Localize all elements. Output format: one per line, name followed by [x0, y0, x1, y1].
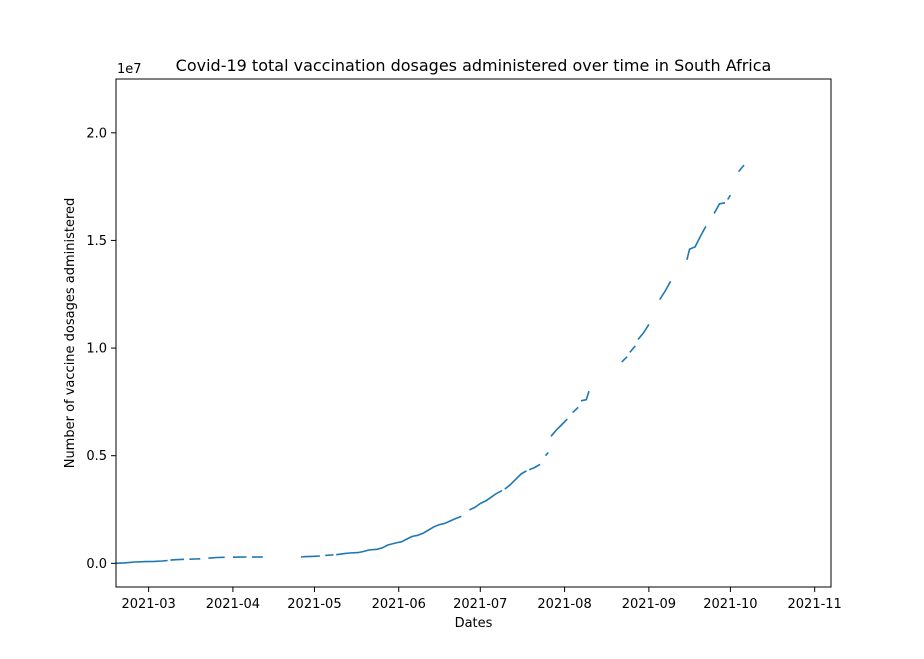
series-line-segment: [504, 470, 527, 490]
x-tick-label: 2021-11: [788, 597, 842, 612]
y-tick-label: 1.0: [86, 342, 107, 357]
series-layer: [115, 164, 745, 565]
series-line-segment: [208, 556, 225, 559]
y-tick-label: 0.0: [86, 557, 107, 572]
x-axis: 2021-03 2021-04 2021-05 2021-06 2021-07 2021-…: [121, 587, 842, 612]
series-line-segment: [550, 418, 568, 437]
series-line-segment: [713, 202, 726, 214]
x-tick-label: 2021-08: [537, 597, 591, 612]
series-line-segment: [528, 463, 541, 471]
y-axis-title: Number of vaccine dosages administered: [63, 198, 78, 469]
series-line-segment: [659, 280, 672, 301]
y-axis: 0.0 0.5 1.0 1.5 2.0: [86, 126, 116, 572]
series-line-segment: [572, 406, 579, 414]
series-line-segment: [469, 489, 503, 511]
x-tick-label: 2021-10: [703, 597, 757, 612]
series-line-segment: [621, 356, 628, 363]
series-line-segment: [580, 390, 590, 402]
series-line-segment: [637, 323, 650, 341]
series-line-segment: [686, 226, 707, 260]
series-line-segment: [727, 194, 732, 200]
y-tick-label: 2.0: [86, 126, 107, 141]
x-tick-label: 2021-03: [121, 597, 175, 612]
x-axis-title: Dates: [455, 616, 493, 631]
series-line-segment: [115, 559, 168, 565]
x-tick-label: 2021-09: [622, 597, 676, 612]
y-tick-label: 1.5: [86, 234, 107, 249]
x-tick-label: 2021-06: [372, 597, 426, 612]
x-tick-label: 2021-05: [287, 597, 341, 612]
series-line-segment: [325, 554, 334, 557]
series-line-segment: [336, 515, 462, 556]
series-line-segment: [737, 164, 745, 173]
chart-title: Covid-19 total vaccination dosages admin…: [176, 56, 772, 75]
y-offset-label: 1e7: [117, 62, 142, 77]
x-tick-label: 2021-04: [206, 597, 260, 612]
x-tick-label: 2021-07: [453, 597, 507, 612]
series-line-segment: [300, 555, 320, 558]
plot-area-frame: [115, 78, 832, 588]
series-line-segment: [170, 558, 185, 561]
series-line-segment: [544, 451, 549, 457]
y-tick-label: 0.5: [86, 449, 107, 464]
series-line-segment: [629, 345, 636, 353]
